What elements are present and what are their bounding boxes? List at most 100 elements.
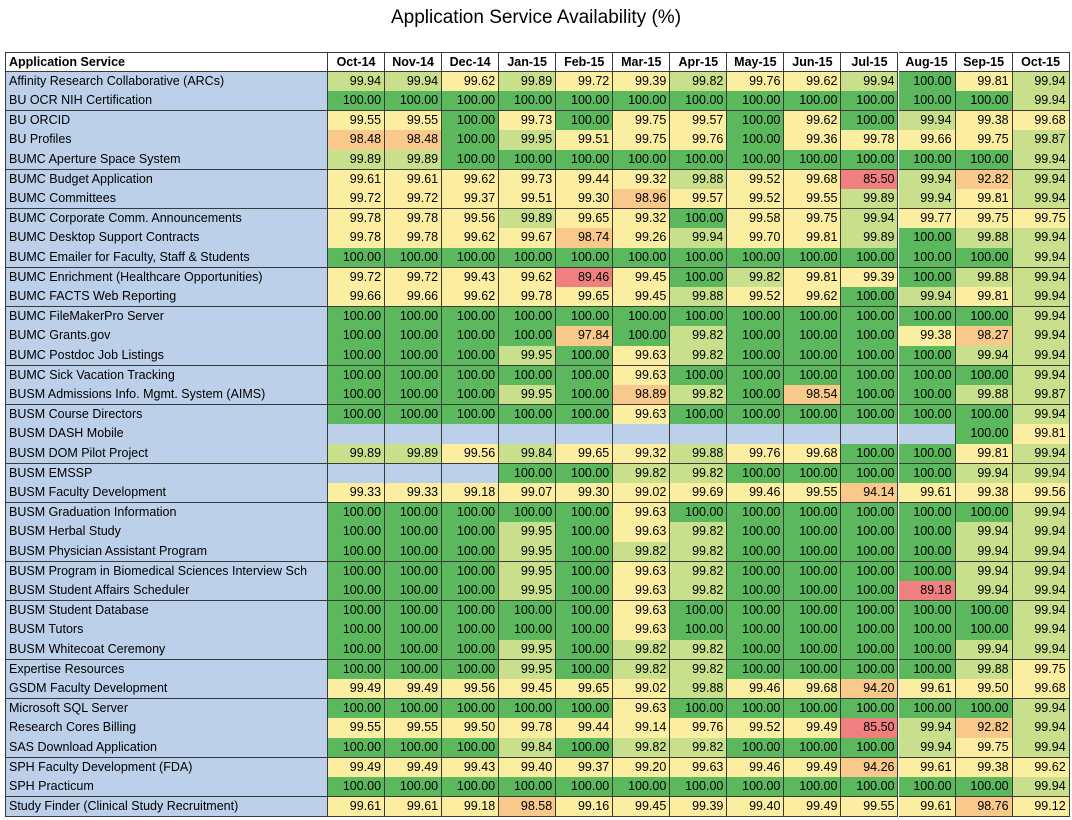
value-cell: 100.00: [898, 777, 956, 798]
value-cell: 100.00: [442, 385, 500, 406]
value-cell: 100.00: [898, 444, 956, 465]
header-col-aug-15: Aug-15: [898, 52, 956, 73]
value-cell: 100.00: [784, 640, 842, 661]
value-cell: 99.68: [784, 679, 842, 700]
value-cell: 100.00: [784, 659, 842, 680]
value-cell: 100.00: [898, 542, 956, 563]
value-cell: 100.00: [727, 91, 785, 112]
value-cell: 99.89: [499, 208, 557, 229]
value-cell: 99.94: [955, 542, 1013, 563]
value-cell: [556, 424, 614, 445]
value-cell: 99.43: [442, 757, 500, 778]
value-cell: 99.84: [499, 738, 557, 759]
value-cell: 99.82: [613, 542, 671, 563]
value-cell: 100.00: [898, 91, 956, 112]
header-col-feb-15: Feb-15: [556, 52, 614, 73]
value-cell: 100.00: [442, 91, 500, 112]
value-cell: 100.00: [442, 110, 500, 131]
value-cell: 100.00: [955, 306, 1013, 327]
value-cell: 99.38: [955, 110, 1013, 131]
row-name: BUMC FACTS Web Reporting: [5, 287, 328, 308]
value-cell: 100.00: [499, 502, 557, 523]
row-name: BUSM Course Directors: [5, 404, 328, 425]
value-cell: 99.81: [784, 228, 842, 249]
value-cell: 100.00: [499, 248, 557, 269]
value-cell: 99.94: [898, 110, 956, 131]
value-cell: [385, 463, 443, 484]
value-cell: 99.26: [613, 228, 671, 249]
value-cell: 99.55: [385, 110, 443, 131]
value-cell: 99.39: [670, 796, 728, 817]
value-cell: 99.76: [727, 444, 785, 465]
value-cell: 100.00: [385, 561, 443, 582]
value-cell: 99.88: [670, 444, 728, 465]
value-cell: 99.62: [442, 287, 500, 308]
value-cell: 99.66: [328, 287, 386, 308]
value-cell: 100.00: [556, 385, 614, 406]
value-cell: 99.94: [1012, 404, 1070, 425]
value-cell: 99.78: [328, 208, 386, 229]
row-name: SAS Download Application: [5, 738, 328, 759]
value-cell: 99.94: [1012, 718, 1070, 739]
value-cell: 98.54: [784, 385, 842, 406]
value-cell: 99.75: [955, 208, 1013, 229]
value-cell: 100.00: [556, 777, 614, 798]
value-cell: 100.00: [499, 91, 557, 112]
value-cell: 100.00: [556, 561, 614, 582]
value-cell: 100.00: [898, 385, 956, 406]
value-cell: 100.00: [499, 326, 557, 347]
value-cell: 100.00: [784, 542, 842, 563]
row-name: Affinity Research Collaborative (ARCs): [5, 71, 328, 92]
value-cell: 100.00: [613, 248, 671, 269]
value-cell: 99.94: [1012, 287, 1070, 308]
value-cell: 99.95: [499, 130, 557, 151]
row-name: BU Profiles: [5, 130, 328, 151]
value-cell: 99.76: [670, 718, 728, 739]
value-cell: 100.00: [499, 777, 557, 798]
row-name: BUSM Student Database: [5, 600, 328, 621]
value-cell: 100.00: [613, 777, 671, 798]
row-name: BUMC Aperture Space System: [5, 150, 328, 171]
row-name: BUMC Budget Application: [5, 169, 328, 190]
value-cell: 100.00: [670, 600, 728, 621]
value-cell: 99.39: [841, 267, 899, 288]
value-cell: 99.82: [727, 267, 785, 288]
value-cell: 99.95: [499, 659, 557, 680]
value-cell: 100.00: [841, 581, 899, 602]
value-cell: 99.18: [442, 483, 500, 504]
value-cell: 100.00: [442, 640, 500, 661]
value-cell: 100.00: [841, 640, 899, 661]
value-cell: 99.94: [1012, 502, 1070, 523]
value-cell: 100.00: [898, 248, 956, 269]
value-cell: 99.55: [328, 718, 386, 739]
value-cell: 100.00: [442, 404, 500, 425]
value-cell: 100.00: [898, 640, 956, 661]
value-cell: 100.00: [727, 463, 785, 484]
row-name: BUSM Faculty Development: [5, 483, 328, 504]
value-cell: 99.94: [955, 463, 1013, 484]
value-cell: 99.81: [955, 71, 1013, 92]
row-name: SPH Faculty Development (FDA): [5, 757, 328, 778]
value-cell: 99.46: [727, 757, 785, 778]
value-cell: 100.00: [784, 502, 842, 523]
value-cell: 100.00: [328, 777, 386, 798]
value-cell: 99.78: [328, 228, 386, 249]
value-cell: 99.62: [784, 287, 842, 308]
value-cell: 100.00: [784, 306, 842, 327]
value-cell: 99.94: [955, 522, 1013, 543]
value-cell: 99.94: [898, 718, 956, 739]
value-cell: [442, 424, 500, 445]
value-cell: 99.39: [613, 71, 671, 92]
value-cell: 100.00: [841, 385, 899, 406]
value-cell: 100.00: [328, 346, 386, 367]
value-cell: 100.00: [898, 404, 956, 425]
value-cell: 100.00: [955, 424, 1013, 445]
value-cell: 100.00: [385, 738, 443, 759]
value-cell: 99.32: [613, 444, 671, 465]
row-name: BUMC Enrichment (Healthcare Opportunitie…: [5, 267, 328, 288]
value-cell: 100.00: [385, 522, 443, 543]
value-cell: 99.72: [556, 71, 614, 92]
value-cell: 99.52: [727, 287, 785, 308]
value-cell: 99.94: [1012, 581, 1070, 602]
header-col-oct-15: Oct-15: [1012, 52, 1070, 73]
